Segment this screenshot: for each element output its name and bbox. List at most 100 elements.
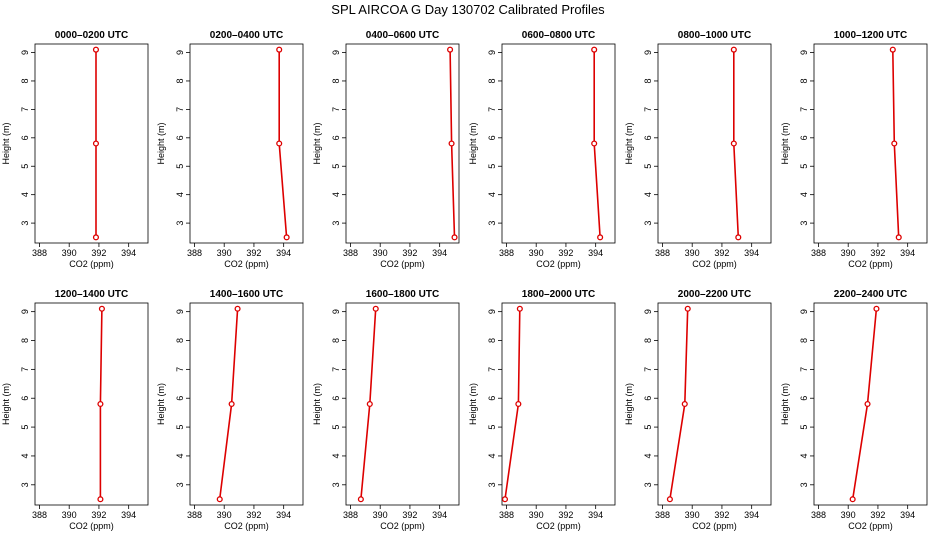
panel-4-x-tick-label: 394	[588, 248, 603, 258]
panel-12-y-tick-label: 4	[799, 453, 809, 458]
panel-4-title: 0600–0800 UTC	[522, 30, 595, 41]
panel-3-x-tick-label: 394	[432, 248, 447, 258]
panel-1-plot-frame	[34, 43, 149, 244]
panel-9-y-tick-label: 4	[331, 453, 341, 458]
panel-4-data-point	[591, 46, 598, 53]
panel-6-y-tick-label: 4	[799, 192, 809, 197]
panel-2-data-point	[276, 46, 283, 53]
panel-12-x-tick-label: 394	[900, 510, 915, 520]
panel-11-y-tick-label: 6	[643, 396, 653, 401]
panel-10-y-tick-label: 7	[487, 367, 497, 372]
panel-7-y-axis-label: Height (m)	[1, 383, 11, 425]
panel-3-y-tick-label: 9	[331, 50, 341, 55]
panel-5-x-tick-label: 392	[714, 248, 729, 258]
panel-9-title: 1600–1800 UTC	[366, 289, 439, 300]
panel-1-x-axis-label: CO2 (ppm)	[69, 259, 114, 269]
panel-11-data-point	[681, 400, 688, 408]
panel-6-y-tick-label: 6	[799, 135, 809, 140]
panel-12-y-tick-label: 6	[799, 396, 809, 401]
panel-12-data-point	[873, 305, 880, 312]
panel-4-x-tick-label: 392	[558, 248, 573, 258]
panel-11-x-tick-label: 390	[685, 510, 700, 520]
panel-5-data-point	[730, 46, 737, 53]
panel-3-plot-frame	[345, 43, 460, 244]
panel-11-x-tick-label: 392	[714, 510, 729, 520]
panel-8-plot-frame	[189, 302, 304, 506]
panel-6-title: 1000–1200 UTC	[834, 30, 907, 41]
panel-1-y-tick-label: 9	[20, 50, 30, 55]
panel-12-y-tick-label: 7	[799, 367, 809, 372]
panel-1-y-tick-label: 5	[20, 164, 30, 169]
panel-10-x-axis-label: CO2 (ppm)	[536, 521, 581, 531]
panel-10-plot-frame	[501, 302, 616, 506]
panel-7-y-tick-label: 7	[20, 367, 30, 372]
panel-1-y-tick-label: 3	[20, 221, 30, 226]
panel-8-y-tick-label: 8	[175, 338, 185, 343]
panel-2-data-point	[283, 234, 290, 241]
panel-10-data-point	[516, 305, 523, 312]
panel-8-x-tick-label: 390	[217, 510, 232, 520]
panel-2-data-point	[276, 140, 283, 147]
panel-7-x-tick-label: 392	[91, 510, 106, 520]
panel-12-x-tick-label: 390	[841, 510, 856, 520]
panel-6-y-tick-label: 9	[799, 50, 809, 55]
panel-8-x-axis-label: CO2 (ppm)	[224, 521, 269, 531]
panel-2-y-tick-label: 6	[175, 135, 185, 140]
panel-4-x-axis-label: CO2 (ppm)	[536, 259, 581, 269]
panel-9-y-tick-label: 9	[331, 309, 341, 314]
panel-11-data-point	[666, 496, 673, 503]
panel-2-x-tick-label: 390	[217, 248, 232, 258]
panel-11-data-point	[684, 305, 691, 312]
panel-7-plot-frame	[34, 302, 149, 506]
panel-12-x-tick-label: 388	[811, 510, 826, 520]
panel-5-x-axis-label: CO2 (ppm)	[692, 259, 737, 269]
panel-6-data-point	[895, 234, 902, 241]
panel-2-x-axis-label: CO2 (ppm)	[224, 259, 269, 269]
panel-4-y-tick-label: 7	[487, 107, 497, 112]
panel-4-y-tick-label: 4	[487, 192, 497, 197]
panel-7-x-tick-label: 388	[32, 510, 47, 520]
panel-2-x-tick-label: 392	[246, 248, 261, 258]
panel-3-data-point	[447, 46, 454, 53]
panel-10-x-tick-label: 388	[499, 510, 514, 520]
panel-6-x-axis-label: CO2 (ppm)	[848, 259, 893, 269]
panel-9-y-tick-label: 7	[331, 367, 341, 372]
panel-11-plot-frame	[657, 302, 772, 506]
panel-5-y-tick-label: 8	[643, 78, 653, 83]
panel-6-x-tick-label: 394	[900, 248, 915, 258]
panel-3-x-tick-label: 392	[402, 248, 417, 258]
panel-9-x-tick-label: 394	[432, 510, 447, 520]
panel-10-y-axis-label: Height (m)	[468, 383, 478, 425]
panel-1-data-point	[92, 46, 100, 53]
panel-6-y-tick-label: 7	[799, 107, 809, 112]
panel-9-x-tick-label: 390	[373, 510, 388, 520]
panel-6-y-axis-label: Height (m)	[780, 122, 790, 164]
panel-5-x-tick-label: 394	[744, 248, 759, 258]
panel-5-data-point	[735, 234, 742, 241]
panel-5-title: 0800–1000 UTC	[678, 30, 751, 41]
panel-11-x-axis-label: CO2 (ppm)	[692, 521, 737, 531]
panel-9-data-point	[372, 305, 379, 312]
panel-5-y-tick-label: 4	[643, 192, 653, 197]
panel-10-y-tick-label: 8	[487, 338, 497, 343]
panel-4-y-tick-label: 6	[487, 135, 497, 140]
panel-10-y-tick-label: 9	[487, 309, 497, 314]
panel-9-plot-frame	[345, 302, 460, 506]
panel-4-x-tick-label: 388	[499, 248, 514, 258]
panel-6-x-tick-label: 388	[811, 248, 826, 258]
panel-7-y-tick-label: 9	[20, 309, 30, 314]
panel-3-y-tick-label: 5	[331, 164, 341, 169]
panel-2-plot-frame	[189, 43, 304, 244]
panel-3-y-tick-label: 7	[331, 107, 341, 112]
panel-6-plot-frame	[813, 43, 928, 244]
panel-9-y-tick-label: 8	[331, 338, 341, 343]
panel-1-x-tick-label: 394	[121, 248, 136, 258]
panel-8-y-tick-label: 9	[175, 309, 185, 314]
panel-5-plot-frame	[657, 43, 772, 244]
panel-2-y-tick-label: 7	[175, 107, 185, 112]
panel-8-x-tick-label: 394	[276, 510, 291, 520]
panel-6-x-tick-label: 392	[870, 248, 885, 258]
panel-9-x-tick-label: 388	[343, 510, 358, 520]
panel-4-data-point	[591, 140, 598, 147]
panel-1-y-tick-label: 4	[20, 192, 30, 197]
